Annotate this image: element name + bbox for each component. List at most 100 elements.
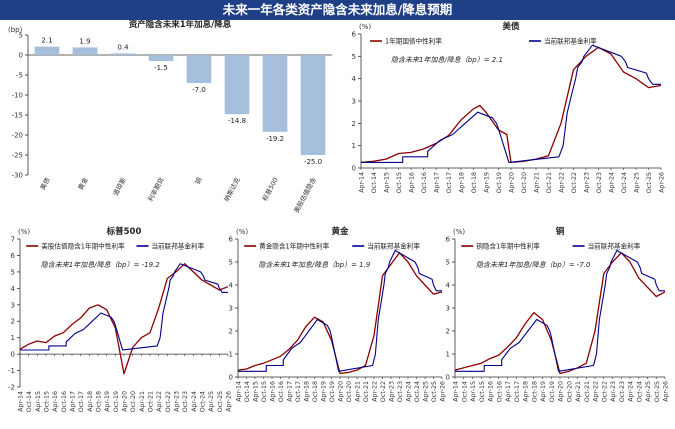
y-tick-label: 0	[446, 374, 450, 382]
x-tick-label: Apr-18	[459, 172, 466, 193]
y-tick-label: 1	[229, 351, 233, 359]
x-tick-label: Apr-16	[270, 381, 277, 402]
figure: 资产隐含未来1年加息/降息(bp)-30-25-20-15-10-5052.1美…	[8, 20, 670, 412]
x-tick-label: Apr-19	[540, 381, 547, 402]
bar-value-label: -14.8	[228, 117, 246, 125]
chart-title: 资产隐含未来1年加息/降息	[129, 20, 232, 30]
annotation: 隐含未来1年加息/降息（bp）= 1.9	[258, 261, 370, 269]
bar-value-label: -7.0	[192, 86, 206, 94]
x-tick-label: Oct-17	[514, 381, 521, 402]
y-unit-label: (%)	[359, 23, 371, 31]
legend-label: 黄金隐含1年期中性利率	[259, 242, 330, 251]
bar	[110, 53, 136, 55]
x-tick-label: Oct-24	[621, 172, 628, 193]
x-tick-label: Oct-24	[200, 391, 207, 412]
x-tick-label: Apr-15	[384, 172, 391, 193]
x-tick-label: Oct-17	[295, 381, 302, 402]
y-tick-label: 5	[229, 259, 233, 267]
category-label: 铜	[193, 175, 204, 185]
category-label: 道琼斯	[111, 175, 128, 197]
x-tick-label: Oct-16	[278, 381, 285, 402]
bar-value-label: -1.5	[154, 64, 168, 72]
bar-value-label: 0.4	[117, 43, 129, 51]
y-tick-label: 3	[446, 305, 450, 313]
x-tick-label: Oct-23	[596, 172, 603, 193]
x-tick-label: Oct-23	[397, 381, 404, 402]
category-label: 美股估值隐含	[292, 175, 318, 214]
x-tick-label: Oct-15	[479, 381, 486, 402]
x-tick-label: Apr-20	[338, 381, 345, 402]
x-tick-label: Oct-25	[654, 381, 661, 402]
y-tick-label: 1	[11, 334, 15, 342]
y-tick-label: -30	[12, 172, 23, 180]
x-tick-label: Apr-22	[372, 381, 379, 402]
x-tick-label: Apr-23	[174, 391, 181, 412]
x-tick-label: Apr-17	[287, 381, 294, 402]
legend-label: 1年期国债中性利率	[385, 37, 442, 46]
y-unit-label: (%)	[18, 228, 30, 236]
x-tick-label: Apr-19	[484, 172, 491, 193]
x-tick-label: Apr-17	[434, 172, 441, 193]
x-tick-label: Apr-20	[509, 172, 516, 193]
y-unit-label: (%)	[236, 228, 248, 236]
x-tick-label: Oct-15	[396, 172, 403, 193]
line-chart-panel-1: 美债 (%) 0 1 2 3 4 5 6 Apr-14 Oct-14 Apr-15 Oct-15 Apr-…	[352, 21, 666, 193]
x-tick-label: Oct-22	[380, 381, 387, 402]
y-tick-label: 2	[229, 328, 233, 336]
x-tick-label: Apr-24	[628, 381, 635, 402]
y-tick-label: 7	[11, 236, 15, 244]
x-tick-label: Oct-25	[431, 381, 438, 402]
banner-title: 未来一年各类资产隐含未来加息/降息预期	[0, 0, 675, 20]
bar-value-label: 1.9	[79, 37, 90, 45]
x-tick-label: Apr-25	[645, 381, 652, 402]
x-tick-label: Oct-22	[601, 381, 608, 402]
legend-label: 当前联邦基金利率	[588, 242, 641, 251]
x-tick-label: Oct-17	[446, 172, 453, 193]
legend-label: 美股估值隐含1年期中性利率	[41, 242, 125, 251]
x-tick-label: Apr-15	[470, 381, 477, 402]
x-tick-label: Oct-22	[165, 391, 172, 412]
x-tick-label: Apr-26	[663, 381, 670, 402]
x-tick-label: Apr-14	[359, 172, 366, 193]
x-tick-label: Oct-19	[113, 391, 120, 412]
category-label: 美债	[38, 175, 52, 191]
y-tick-label: 4	[229, 282, 234, 290]
y-tick-label: 5	[352, 53, 356, 61]
x-tick-label: Apr-26	[659, 172, 666, 193]
x-tick-label: Oct-16	[421, 172, 428, 193]
annotation: 隐含未来1年加息/降息（bp）= 2.1	[391, 56, 503, 64]
y-tick-label: 2	[11, 318, 15, 326]
x-tick-label: Apr-21	[139, 391, 146, 412]
x-tick-label: Apr-21	[355, 381, 362, 402]
x-tick-label: Apr-20	[122, 391, 129, 412]
y-tick-label: -20	[12, 132, 23, 140]
x-tick-label: Oct-25	[217, 391, 224, 412]
x-tick-label: Apr-14	[453, 381, 460, 402]
x-tick-label: Oct-18	[312, 381, 319, 402]
series-fed-funds-line	[455, 249, 665, 372]
x-tick-label: Oct-20	[521, 172, 528, 193]
x-tick-label: Apr-15	[253, 381, 260, 402]
y-tick-label: 4	[446, 282, 451, 290]
bar	[224, 55, 250, 115]
y-tick-label: 4	[352, 75, 357, 83]
annotation: 隐含未来1年加息/降息（bp）= -7.0	[476, 261, 591, 269]
x-tick-label: Apr-24	[609, 172, 616, 193]
x-tick-label: Oct-21	[584, 381, 591, 402]
category-label: 黄金	[76, 175, 90, 191]
x-tick-label: Apr-25	[423, 381, 430, 402]
series-implied-rate-line	[454, 252, 666, 375]
x-tick-label: Apr-23	[389, 381, 396, 402]
y-unit-label: (bp)	[8, 26, 23, 34]
bar	[34, 46, 60, 55]
y-tick-label: -1	[8, 367, 15, 375]
x-tick-label: Oct-18	[531, 381, 538, 402]
x-tick-label: Oct-21	[546, 172, 553, 193]
x-tick-label: Apr-19	[321, 381, 328, 402]
series-fed-funds-line	[20, 263, 228, 351]
category-label: 纳斯达克	[222, 175, 242, 203]
x-tick-label: Apr-22	[593, 381, 600, 402]
bar	[300, 55, 326, 155]
y-tick-label: -2	[8, 384, 15, 392]
